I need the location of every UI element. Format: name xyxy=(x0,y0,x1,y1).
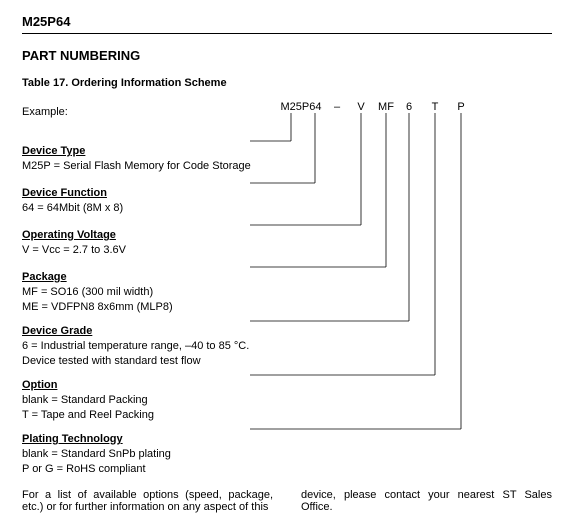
section-line: MF = SO16 (300 mil width) xyxy=(22,285,282,300)
footer-left: For a list of available options (speed, … xyxy=(22,489,273,513)
section-2: Operating Voltage V = Vᴄᴄ = 2.7 to 3.6V xyxy=(22,229,282,258)
page-title: PART NUMBERING xyxy=(22,48,552,63)
section-1: Device Function 64 = 64Mbit (8M x 8) xyxy=(22,187,282,216)
section-6: Plating Technology blank = Standard SnPb … xyxy=(22,433,282,477)
code-p5: P xyxy=(454,101,468,113)
section-5: Option blank = Standard PackingT = Tape a… xyxy=(22,379,282,423)
example-label: Example: xyxy=(22,106,252,118)
code-p3: 6 xyxy=(402,101,416,113)
section-line: Device tested with standard test flow xyxy=(22,354,282,369)
section-line: M25P = Serial Flash Memory for Code Stor… xyxy=(22,159,282,174)
section-head: Operating Voltage xyxy=(22,229,282,241)
section-head: Device Type xyxy=(22,145,282,157)
section-head: Plating Technology xyxy=(22,433,282,445)
code-p4: T xyxy=(428,101,442,113)
section-head: Device Grade xyxy=(22,325,282,337)
code-p0: M25P64 xyxy=(278,101,324,113)
section-line: blank = Standard SnPb plating xyxy=(22,447,282,462)
section-head: Package xyxy=(22,271,282,283)
section-4: Device Grade 6 = Industrial temperature r… xyxy=(22,325,282,369)
section-line: blank = Standard Packing xyxy=(22,393,282,408)
section-line: P or G = RoHS compliant xyxy=(22,462,282,477)
footer-right: device, please contact your nearest ST S… xyxy=(301,489,552,513)
header-part: M25P64 xyxy=(22,14,552,29)
footer: For a list of available options (speed, … xyxy=(22,489,552,513)
code-p1: V xyxy=(354,101,368,113)
section-0: Device Type M25P = Serial Flash Memory fo… xyxy=(22,145,282,174)
section-head: Option xyxy=(22,379,282,391)
header-rule xyxy=(22,33,552,34)
code-dash: – xyxy=(330,101,344,113)
code-p2: MF xyxy=(376,101,396,113)
table-title: Table 17. Ordering Information Scheme xyxy=(22,77,552,89)
section-head: Device Function xyxy=(22,187,282,199)
section-line: 64 = 64Mbit (8M x 8) xyxy=(22,201,282,216)
section-3: Package MF = SO16 (300 mil width)ME = VDF… xyxy=(22,271,282,315)
section-line: ME = VDFPN8 8x6mm (MLP8) xyxy=(22,300,282,315)
ordering-diagram: Example: M25P64–V MF 6TP Device Type M25P = … xyxy=(22,101,552,475)
section-line: T = Tape and Reel Packing xyxy=(22,408,282,423)
section-line: V = Vᴄᴄ = 2.7 to 3.6V xyxy=(22,243,282,258)
section-line: 6 = Industrial temperature range, –40 to… xyxy=(22,339,282,354)
